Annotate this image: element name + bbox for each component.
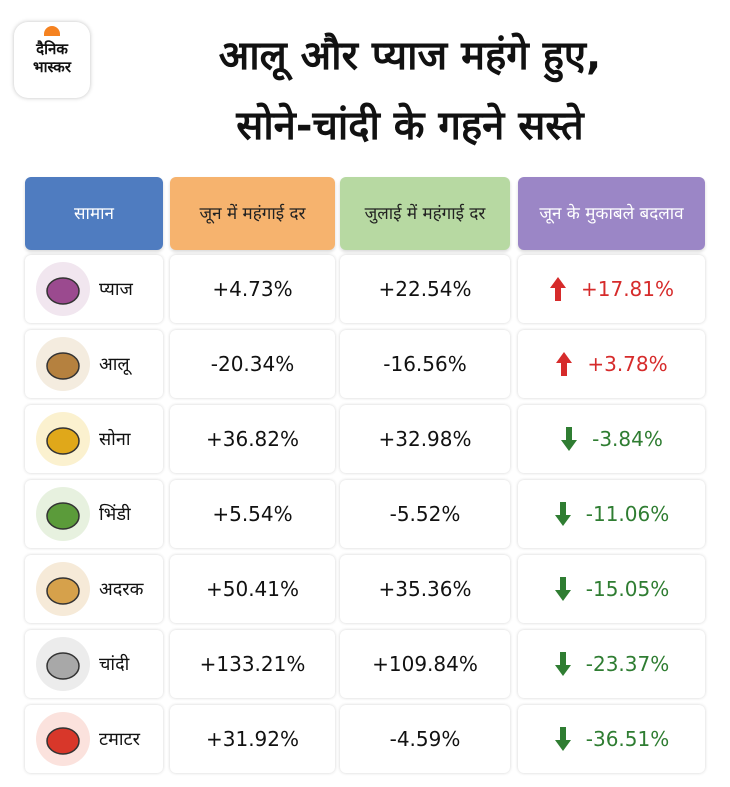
item-name: प्याज xyxy=(99,279,133,300)
change-value: +3.78% xyxy=(587,352,668,376)
change-value: -3.84% xyxy=(592,427,663,451)
item-cell: टमाटर xyxy=(25,705,163,773)
logo: दैनिक भास्कर xyxy=(14,22,90,98)
value-cell: +22.54% xyxy=(340,255,510,323)
item-name: सोना xyxy=(99,429,131,450)
rate-value: +109.84% xyxy=(372,652,478,676)
rate-value: +22.54% xyxy=(378,277,472,301)
value-cell: -36.51% xyxy=(518,705,705,773)
value-cell: +50.41% xyxy=(170,555,335,623)
change-value: -11.06% xyxy=(585,502,670,526)
item-name: भिंडी xyxy=(99,504,131,525)
item-icon xyxy=(36,412,90,466)
item-name: आलू xyxy=(99,354,130,375)
title: सोने-चांदी के गहने सस्ते xyxy=(236,103,584,149)
item-icon xyxy=(36,337,90,391)
value-cell: -11.06% xyxy=(518,480,705,548)
arrow-up xyxy=(556,352,573,376)
arrow-down xyxy=(554,577,571,601)
item-icon xyxy=(36,562,90,616)
rate-value: -4.59% xyxy=(389,727,461,751)
value-cell: -3.84% xyxy=(518,405,705,473)
value-cell: -20.34% xyxy=(170,330,335,398)
value-cell: +17.81% xyxy=(518,255,705,323)
value-cell: +3.78% xyxy=(518,330,705,398)
item-name: अदरक xyxy=(99,579,144,600)
column-header: जुलाई में महंगाई दर xyxy=(340,177,510,250)
column-header: जून में महंगाई दर xyxy=(170,177,335,250)
title: आलू और प्याज महंगे हुए, xyxy=(218,33,602,79)
arrow-down xyxy=(554,727,571,751)
value-cell: +35.36% xyxy=(340,555,510,623)
change-value: -23.37% xyxy=(585,652,670,676)
rate-value: +50.41% xyxy=(205,577,300,601)
item-name: टमाटर xyxy=(99,729,140,750)
arrow-up xyxy=(549,277,566,301)
value-cell: +32.98% xyxy=(340,405,510,473)
logo-sun xyxy=(44,26,60,36)
item-name: चांदी xyxy=(99,654,130,675)
item-cell: आलू xyxy=(25,330,163,398)
change-value: -36.51% xyxy=(585,727,670,751)
value-cell: +5.54% xyxy=(170,480,335,548)
change-value: -15.05% xyxy=(585,577,670,601)
rate-value: +35.36% xyxy=(378,577,472,601)
rate-value: -16.56% xyxy=(383,352,467,376)
rate-value: -5.52% xyxy=(389,502,461,526)
value-cell: +109.84% xyxy=(340,630,510,698)
arrow-down xyxy=(561,427,578,451)
value-cell: +133.21% xyxy=(170,630,335,698)
item-cell: चांदी xyxy=(25,630,163,698)
logo-line: भास्कर xyxy=(33,58,71,76)
rate-value: +36.82% xyxy=(205,427,300,451)
value-cell: +4.73% xyxy=(170,255,335,323)
item-icon xyxy=(36,712,90,766)
logo-line: दैनिक xyxy=(36,40,68,58)
item-cell: अदरक xyxy=(25,555,163,623)
arrow-down xyxy=(554,652,571,676)
rate-value: +32.98% xyxy=(378,427,472,451)
item-icon xyxy=(36,637,90,691)
value-cell: +31.92% xyxy=(170,705,335,773)
value-cell: -5.52% xyxy=(340,480,510,548)
rate-value: +133.21% xyxy=(199,652,306,676)
arrow-down xyxy=(554,502,571,526)
rate-value: +4.73% xyxy=(212,277,293,301)
column-header: सामान xyxy=(25,177,163,250)
value-cell: -15.05% xyxy=(518,555,705,623)
value-cell: +36.82% xyxy=(170,405,335,473)
item-cell: भिंडी xyxy=(25,480,163,548)
value-cell: -16.56% xyxy=(340,330,510,398)
item-icon xyxy=(36,487,90,541)
item-icon xyxy=(36,262,90,316)
item-cell: सोना xyxy=(25,405,163,473)
rate-value: +5.54% xyxy=(212,502,293,526)
value-cell: -23.37% xyxy=(518,630,705,698)
rate-value: +31.92% xyxy=(205,727,300,751)
rate-value: -20.34% xyxy=(210,352,295,376)
item-cell: प्याज xyxy=(25,255,163,323)
column-header: जून के मुकाबले बदलाव xyxy=(518,177,705,250)
change-value: +17.81% xyxy=(580,277,675,301)
value-cell: -4.59% xyxy=(340,705,510,773)
